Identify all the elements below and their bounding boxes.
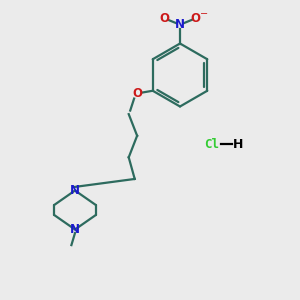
Text: −: − [200, 9, 208, 19]
Text: O: O [190, 12, 201, 25]
Text: N: N [70, 223, 80, 236]
Text: H: H [233, 137, 244, 151]
Text: O: O [159, 12, 170, 25]
Text: Cl: Cl [204, 137, 219, 151]
Text: N: N [70, 184, 80, 197]
Text: O: O [133, 87, 143, 100]
Text: N: N [175, 18, 185, 32]
